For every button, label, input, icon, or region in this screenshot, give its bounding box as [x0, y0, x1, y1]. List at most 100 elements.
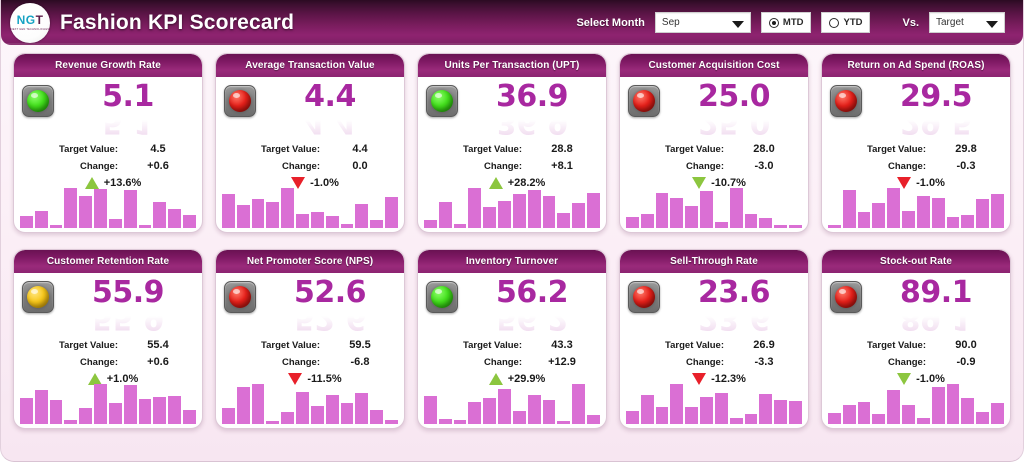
- target-value: 28.0: [753, 143, 775, 155]
- kpi-card-header: Units Per Transaction (UPT): [418, 54, 606, 77]
- sparkline-bar: [655, 407, 669, 424]
- kpi-card-body: 56.2 56.2 Target Value: 43.3 Change: +12.9 +29…: [418, 273, 606, 428]
- delta-row: +1.0%: [14, 373, 194, 385]
- kpi-card-body: 52.6 52.6 Target Value: 59.5 Change: -6.8 -11.…: [216, 273, 404, 428]
- change-value: +12.9: [548, 356, 576, 368]
- sparkline-bar: [916, 418, 930, 424]
- target-value-label: Target Value:: [59, 340, 118, 351]
- kpi-value-reflection: 29.5: [899, 104, 973, 139]
- sparkline-bar: [355, 393, 369, 424]
- ytd-radio-label: YTD: [843, 17, 863, 28]
- change-value: +8.1: [551, 160, 573, 172]
- status-light: [224, 85, 256, 117]
- sparkline-bar: [670, 198, 684, 228]
- triangle-down-icon: [897, 373, 912, 385]
- sparkline-bar: [310, 212, 324, 228]
- sparkline-bar: [94, 384, 107, 424]
- month-select[interactable]: Sep: [654, 12, 751, 33]
- sparkline-bar: [355, 204, 369, 228]
- kpi-value-block: 52.6 52.6: [270, 277, 390, 335]
- ytd-radio[interactable]: YTD: [821, 12, 871, 33]
- kpi-card[interactable]: Stock-out Rate 89.1 89.1 Target Value: 90.0 C…: [821, 249, 1011, 429]
- kpi-card[interactable]: Customer Retention Rate 55.9 55.9 Target Va…: [13, 249, 203, 429]
- mtd-radio[interactable]: MTD: [760, 12, 812, 33]
- sparkline-bar: [887, 390, 901, 424]
- sparkline-chart: [828, 186, 1004, 228]
- sparkline-bar: [700, 397, 713, 424]
- status-light: [426, 281, 458, 313]
- status-lamp-red-icon: [633, 286, 655, 308]
- sparkline-bar: [153, 202, 167, 228]
- kpi-value-block: 5.1 5.1: [68, 81, 188, 139]
- kpi-card-body: 55.9 55.9 Target Value: 55.4 Change: +0.6 +1.0…: [14, 273, 202, 428]
- sparkline-bar: [49, 225, 63, 228]
- sparkline-bar: [991, 403, 1004, 424]
- kpi-card[interactable]: Net Promoter Score (NPS) 52.6 52.6 Target V…: [215, 249, 405, 429]
- sparkline-bar: [183, 215, 196, 228]
- sparkline-bar: [542, 196, 556, 228]
- target-value-row: Target Value: 55.4: [14, 339, 194, 351]
- delta-percent: +1.0%: [106, 373, 139, 385]
- delta-percent: -1.0%: [310, 177, 339, 189]
- status-lamp-green-icon: [27, 90, 49, 112]
- kpi-card-title: Units Per Transaction (UPT): [444, 60, 580, 71]
- kpi-card[interactable]: Units Per Transaction (UPT) 36.9 36.9 Targe…: [417, 53, 607, 233]
- sparkline-bar: [108, 403, 122, 424]
- sparkline-bar: [94, 189, 107, 228]
- change-value: -6.8: [350, 356, 370, 368]
- kpi-value-reflection: 55.9: [91, 300, 165, 335]
- sparkline-bar: [266, 421, 280, 424]
- sparkline-bar: [557, 213, 571, 228]
- sparkline-chart: [424, 186, 600, 228]
- sparkline-bar: [438, 419, 452, 424]
- triangle-up-icon: [84, 177, 99, 189]
- sparkline-bar: [138, 399, 152, 424]
- sparkline-bar: [887, 188, 901, 228]
- kpi-value-block: 25.0 25.0: [674, 81, 794, 139]
- sparkline-bar: [640, 395, 654, 424]
- kpi-value-reflection: 25.0: [697, 104, 771, 139]
- sparkline-bar: [483, 398, 497, 424]
- kpi-metrics: Target Value: 43.3 Change: +12.9 +29.9%: [418, 339, 598, 385]
- sparkline-bar: [700, 191, 713, 228]
- sparkline-bar: [744, 414, 758, 424]
- kpi-card[interactable]: Return on Ad Spend (ROAS) 29.5 29.5 Target …: [821, 53, 1011, 233]
- kpi-card[interactable]: Revenue Growth Rate 5.1 5.1 Target Value: 4.…: [13, 53, 203, 233]
- delta-percent: -11.5%: [307, 373, 342, 385]
- sparkline-bar: [902, 405, 915, 424]
- kpi-value-reflection: 5.1: [102, 104, 154, 139]
- kpi-card-title: Average Transaction Value: [245, 60, 375, 71]
- kpi-metrics: Target Value: 4.5 Change: +0.6 +13.6%: [14, 143, 194, 189]
- header-controls: Select Month Sep MTD YTD Vs. Target: [576, 0, 1005, 45]
- kpi-metrics: Target Value: 28.8 Change: +8.1 +28.2%: [418, 143, 598, 189]
- kpi-card-header: Revenue Growth Rate: [14, 54, 202, 77]
- sparkline-bar: [670, 384, 684, 424]
- kpi-card[interactable]: Customer Acquisition Cost 25.0 25.0 Target …: [619, 53, 809, 233]
- title-bar: NGT NEXT GEN TECHNOLOGIES Fashion KPI Sc…: [1, 0, 1023, 45]
- change-label: Change:: [888, 161, 926, 172]
- sparkline-bar: [64, 420, 78, 424]
- delta-row: -1.0%: [822, 177, 1002, 189]
- delta-percent: -1.0%: [916, 373, 945, 385]
- kpi-card[interactable]: Sell-Through Rate 23.6 23.6 Target Value: 26…: [619, 249, 809, 429]
- kpi-card-title: Return on Ad Spend (ROAS): [847, 60, 985, 71]
- kpi-card-body: 4.4 4.4 Target Value: 4.4 Change: 0.0 -1.0%: [216, 77, 404, 232]
- sparkline-bar: [153, 397, 167, 424]
- target-value-row: Target Value: 59.5: [216, 339, 396, 351]
- sparkline-bar: [961, 398, 975, 424]
- kpi-card[interactable]: Average Transaction Value 4.4 4.4 Target Va…: [215, 53, 405, 233]
- target-value-label: Target Value:: [463, 144, 522, 155]
- kpi-metrics: Target Value: 4.4 Change: 0.0 -1.0%: [216, 143, 396, 189]
- sparkline-bar: [49, 400, 63, 424]
- sparkline-bar: [789, 225, 802, 228]
- sparkline-bar: [385, 197, 398, 228]
- sparkline-bar: [64, 188, 78, 228]
- change-label: Change:: [686, 161, 724, 172]
- vs-select[interactable]: Target: [929, 12, 1005, 33]
- kpi-value-reflection: 36.9: [495, 104, 569, 139]
- sparkline-chart: [828, 382, 1004, 424]
- kpi-card[interactable]: Inventory Turnover 56.2 56.2 Target Value: 4…: [417, 249, 607, 429]
- kpi-value: 4.4: [304, 79, 356, 114]
- kpi-metrics: Target Value: 29.8 Change: -0.3 -1.0%: [822, 143, 1002, 189]
- target-value-row: Target Value: 4.4: [216, 143, 396, 155]
